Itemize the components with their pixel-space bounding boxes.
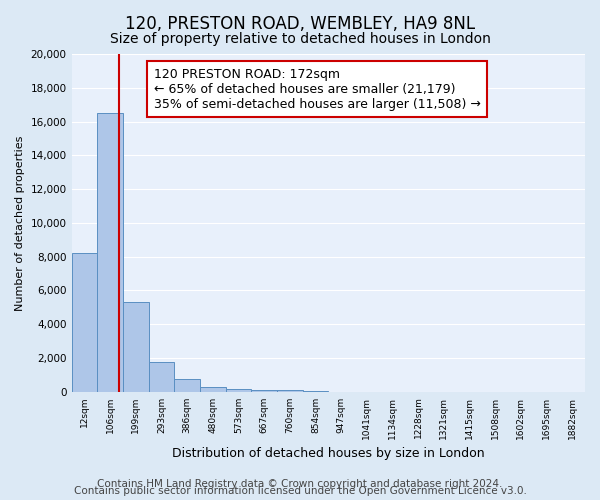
X-axis label: Distribution of detached houses by size in London: Distribution of detached houses by size … bbox=[172, 447, 485, 460]
Bar bbox=[277, 390, 302, 392]
Y-axis label: Number of detached properties: Number of detached properties bbox=[15, 135, 25, 310]
Text: Contains public sector information licensed under the Open Government Licence v3: Contains public sector information licen… bbox=[74, 486, 526, 496]
Bar bbox=[174, 379, 200, 392]
Text: 120 PRESTON ROAD: 172sqm
← 65% of detached houses are smaller (21,179)
35% of se: 120 PRESTON ROAD: 172sqm ← 65% of detach… bbox=[154, 68, 481, 110]
Text: 120, PRESTON ROAD, WEMBLEY, HA9 8NL: 120, PRESTON ROAD, WEMBLEY, HA9 8NL bbox=[125, 15, 475, 33]
Text: Size of property relative to detached houses in London: Size of property relative to detached ho… bbox=[110, 32, 490, 46]
Text: Contains HM Land Registry data © Crown copyright and database right 2024.: Contains HM Land Registry data © Crown c… bbox=[97, 479, 503, 489]
Bar bbox=[251, 390, 277, 392]
Bar bbox=[200, 386, 226, 392]
Bar bbox=[302, 391, 328, 392]
Bar bbox=[71, 253, 97, 392]
Bar bbox=[226, 389, 251, 392]
Bar bbox=[123, 302, 149, 392]
Bar bbox=[97, 113, 123, 392]
Bar bbox=[149, 362, 174, 392]
